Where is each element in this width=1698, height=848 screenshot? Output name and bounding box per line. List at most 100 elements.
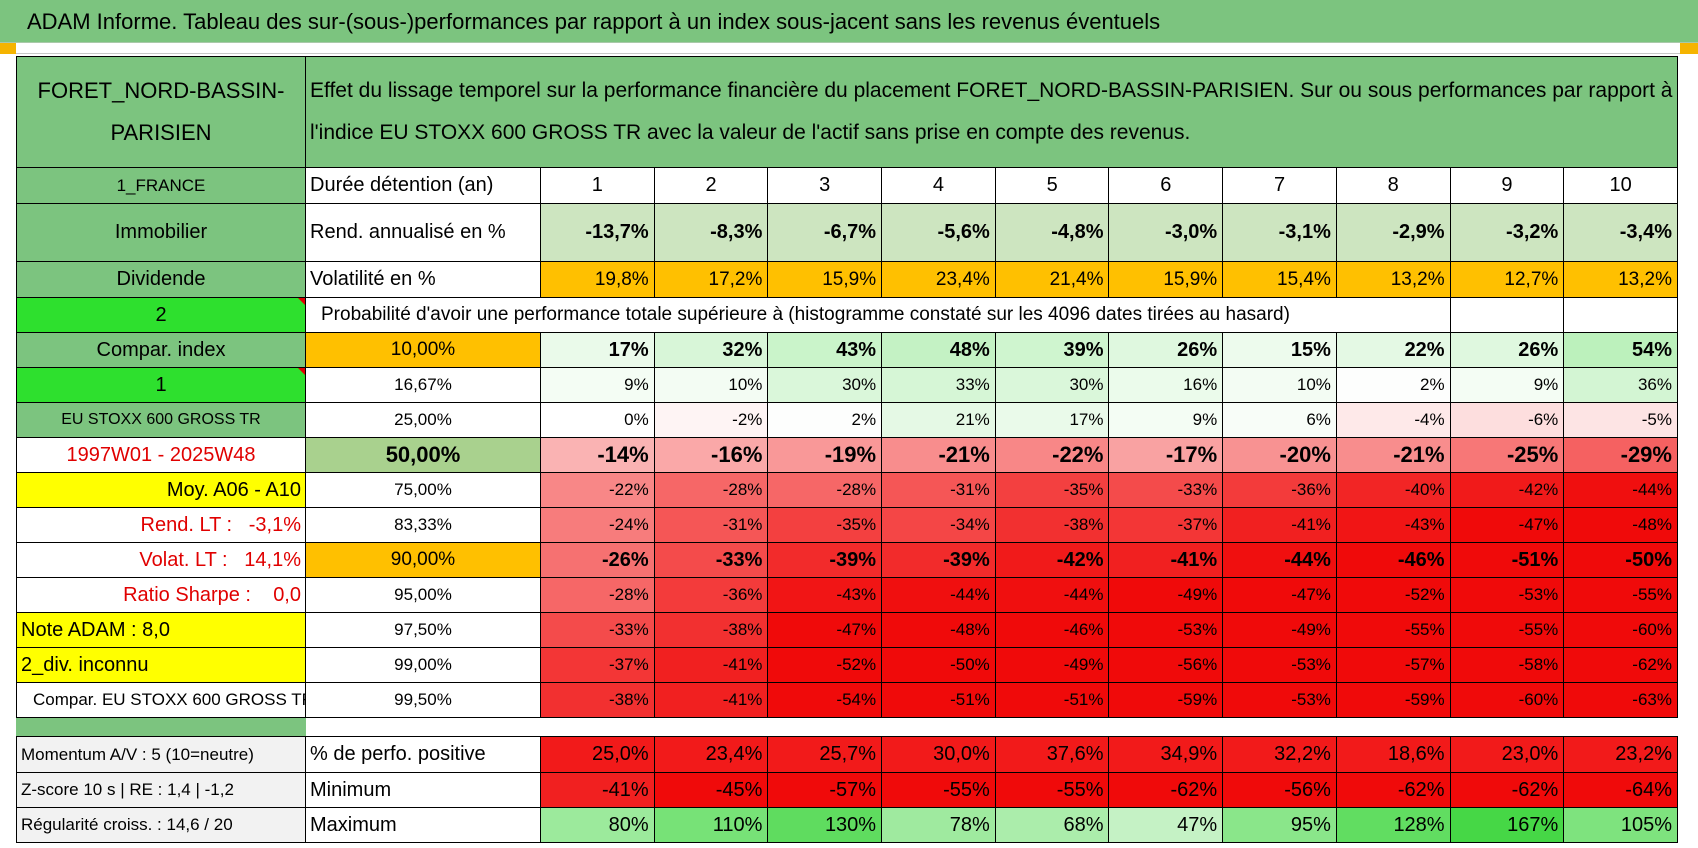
probability-row-10-value-2[interactable]: -41% xyxy=(654,648,769,683)
probability-row-11-value-3[interactable]: -54% xyxy=(768,683,883,718)
asset-class-cell[interactable]: Immobilier xyxy=(17,204,306,262)
minimum-value-5[interactable]: -55% xyxy=(995,773,1110,808)
positive-performance-value-6[interactable]: 34,9% xyxy=(1109,737,1224,773)
probability-row-6-value-3[interactable]: -35% xyxy=(768,508,883,543)
probability-row-4-value-4[interactable]: -21% xyxy=(882,438,996,473)
probability-row-11-value-2[interactable]: -41% xyxy=(654,683,769,718)
selector-a-cell[interactable]: 2 xyxy=(17,298,306,333)
maximum-value-9[interactable]: 167% xyxy=(1450,808,1565,843)
probability-row-9-value-4[interactable]: -48% xyxy=(882,613,996,648)
volatility-value-9[interactable]: 12,7% xyxy=(1450,262,1565,298)
probability-row-6-value-2[interactable]: -31% xyxy=(654,508,769,543)
probability-row-11-value-5[interactable]: -51% xyxy=(995,683,1110,718)
probability-row-3-value-5[interactable]: 17% xyxy=(995,403,1110,438)
probability-row-9-value-10[interactable]: -60% xyxy=(1564,613,1678,648)
probability-row-2-value-8[interactable]: 2% xyxy=(1336,368,1451,403)
probability-row-9-value-6[interactable]: -53% xyxy=(1109,613,1224,648)
maximum-value-10[interactable]: 105% xyxy=(1564,808,1678,843)
probability-row-3-value-10[interactable]: -5% xyxy=(1564,403,1678,438)
probability-row-10-value-7[interactable]: -53% xyxy=(1223,648,1337,683)
volatility-value-4[interactable]: 23,4% xyxy=(882,262,996,298)
positive-performance-value-1[interactable]: 25,0% xyxy=(541,737,655,773)
maximum-value-4[interactable]: 78% xyxy=(882,808,996,843)
minimum-value-10[interactable]: -64% xyxy=(1564,773,1678,808)
annual-return-value-9[interactable]: -3,2% xyxy=(1450,204,1565,262)
probability-row-8-value-9[interactable]: -53% xyxy=(1450,578,1565,613)
minimum-value-8[interactable]: -62% xyxy=(1336,773,1451,808)
probability-row-9-value-9[interactable]: -55% xyxy=(1450,613,1565,648)
probability-row-8-value-5[interactable]: -44% xyxy=(995,578,1110,613)
probability-row-7-value-3[interactable]: -39% xyxy=(768,543,883,578)
probability-row-6-value-10[interactable]: -48% xyxy=(1564,508,1678,543)
probability-row-10-value-6[interactable]: -56% xyxy=(1109,648,1224,683)
probability-row-5-value-4[interactable]: -31% xyxy=(882,473,996,508)
probability-row-1-value-3[interactable]: 43% xyxy=(768,333,883,368)
positive-performance-value-3[interactable]: 25,7% xyxy=(768,737,883,773)
maximum-value-8[interactable]: 128% xyxy=(1336,808,1451,843)
threshold-cell-2[interactable]: 16,67% xyxy=(306,368,541,403)
annual-return-value-6[interactable]: -3,0% xyxy=(1109,204,1224,262)
compar-index-label-cell[interactable]: Compar. index xyxy=(17,333,306,368)
probability-row-3-value-4[interactable]: 21% xyxy=(882,403,996,438)
threshold-cell-1[interactable]: 10,00% xyxy=(306,333,541,368)
probability-row-4-value-6[interactable]: -17% xyxy=(1109,438,1224,473)
positive-performance-value-8[interactable]: 18,6% xyxy=(1336,737,1451,773)
probability-row-11-value-10[interactable]: -63% xyxy=(1564,683,1678,718)
probability-row-6-value-4[interactable]: -34% xyxy=(882,508,996,543)
maximum-value-3[interactable]: 130% xyxy=(768,808,883,843)
positive-performance-value-4[interactable]: 30,0% xyxy=(882,737,996,773)
positive-performance-value-5[interactable]: 37,6% xyxy=(995,737,1110,773)
long-term-return-cell[interactable]: Rend. LT : -3,1% xyxy=(17,508,306,543)
probability-row-11-value-9[interactable]: -60% xyxy=(1450,683,1565,718)
probability-row-8-value-6[interactable]: -49% xyxy=(1109,578,1224,613)
annual-return-label-cell[interactable]: Rend. annualisé en % xyxy=(306,204,541,262)
volatility-value-10[interactable]: 13,2% xyxy=(1564,262,1678,298)
holding-year-2[interactable]: 2 xyxy=(654,168,769,204)
positive-performance-value-7[interactable]: 32,2% xyxy=(1223,737,1337,773)
holding-year-8[interactable]: 8 xyxy=(1336,168,1451,204)
annual-return-value-10[interactable]: -3,4% xyxy=(1564,204,1678,262)
probability-row-1-value-6[interactable]: 26% xyxy=(1109,333,1224,368)
zscore-cell[interactable]: Z-score 10 s | RE : 1,4 | -1,2 xyxy=(17,773,306,808)
maximum-value-5[interactable]: 68% xyxy=(995,808,1110,843)
probability-row-11-value-4[interactable]: -51% xyxy=(882,683,996,718)
probability-row-8-value-4[interactable]: -44% xyxy=(882,578,996,613)
description-cell[interactable]: Effet du lissage temporel sur la perform… xyxy=(306,57,1678,168)
empty-cell-9[interactable] xyxy=(1450,298,1565,333)
minimum-label-cell[interactable]: Minimum xyxy=(306,773,541,808)
maximum-value-2[interactable]: 110% xyxy=(654,808,769,843)
positive-performance-value-10[interactable]: 23,2% xyxy=(1564,737,1678,773)
maximum-value-1[interactable]: 80% xyxy=(541,808,655,843)
holding-year-3[interactable]: 3 xyxy=(768,168,883,204)
dividend-status-cell[interactable]: 2_div. inconnu xyxy=(17,648,306,683)
probability-row-11-value-8[interactable]: -59% xyxy=(1336,683,1451,718)
probability-row-4-value-5[interactable]: -22% xyxy=(995,438,1110,473)
probability-row-7-value-9[interactable]: -51% xyxy=(1450,543,1565,578)
probability-row-2-value-1[interactable]: 9% xyxy=(541,368,655,403)
probability-row-5-value-6[interactable]: -33% xyxy=(1109,473,1224,508)
minimum-value-6[interactable]: -62% xyxy=(1109,773,1224,808)
volatility-value-8[interactable]: 13,2% xyxy=(1336,262,1451,298)
probability-row-10-value-9[interactable]: -58% xyxy=(1450,648,1565,683)
volatility-value-1[interactable]: 19,8% xyxy=(541,262,655,298)
holding-year-10[interactable]: 10 xyxy=(1564,168,1678,204)
volatility-value-2[interactable]: 17,2% xyxy=(654,262,769,298)
maximum-value-7[interactable]: 95% xyxy=(1223,808,1337,843)
annual-return-value-4[interactable]: -5,6% xyxy=(882,204,996,262)
holding-year-4[interactable]: 4 xyxy=(882,168,996,204)
probability-row-6-value-8[interactable]: -43% xyxy=(1336,508,1451,543)
holding-year-1[interactable]: 1 xyxy=(541,168,655,204)
probability-row-5-value-8[interactable]: -40% xyxy=(1336,473,1451,508)
probability-row-7-value-1[interactable]: -26% xyxy=(541,543,655,578)
probability-row-11-value-7[interactable]: -53% xyxy=(1223,683,1337,718)
probability-row-7-value-10[interactable]: -50% xyxy=(1564,543,1678,578)
probability-row-5-value-3[interactable]: -28% xyxy=(768,473,883,508)
probability-row-4-value-2[interactable]: -16% xyxy=(654,438,769,473)
income-type-cell[interactable]: Dividende xyxy=(17,262,306,298)
probability-row-9-value-3[interactable]: -47% xyxy=(768,613,883,648)
probability-row-5-value-1[interactable]: -22% xyxy=(541,473,655,508)
annual-return-value-7[interactable]: -3,1% xyxy=(1223,204,1337,262)
probability-row-2-value-9[interactable]: 9% xyxy=(1450,368,1565,403)
threshold-cell-7[interactable]: 90,00% xyxy=(306,543,541,578)
probability-row-8-value-7[interactable]: -47% xyxy=(1223,578,1337,613)
